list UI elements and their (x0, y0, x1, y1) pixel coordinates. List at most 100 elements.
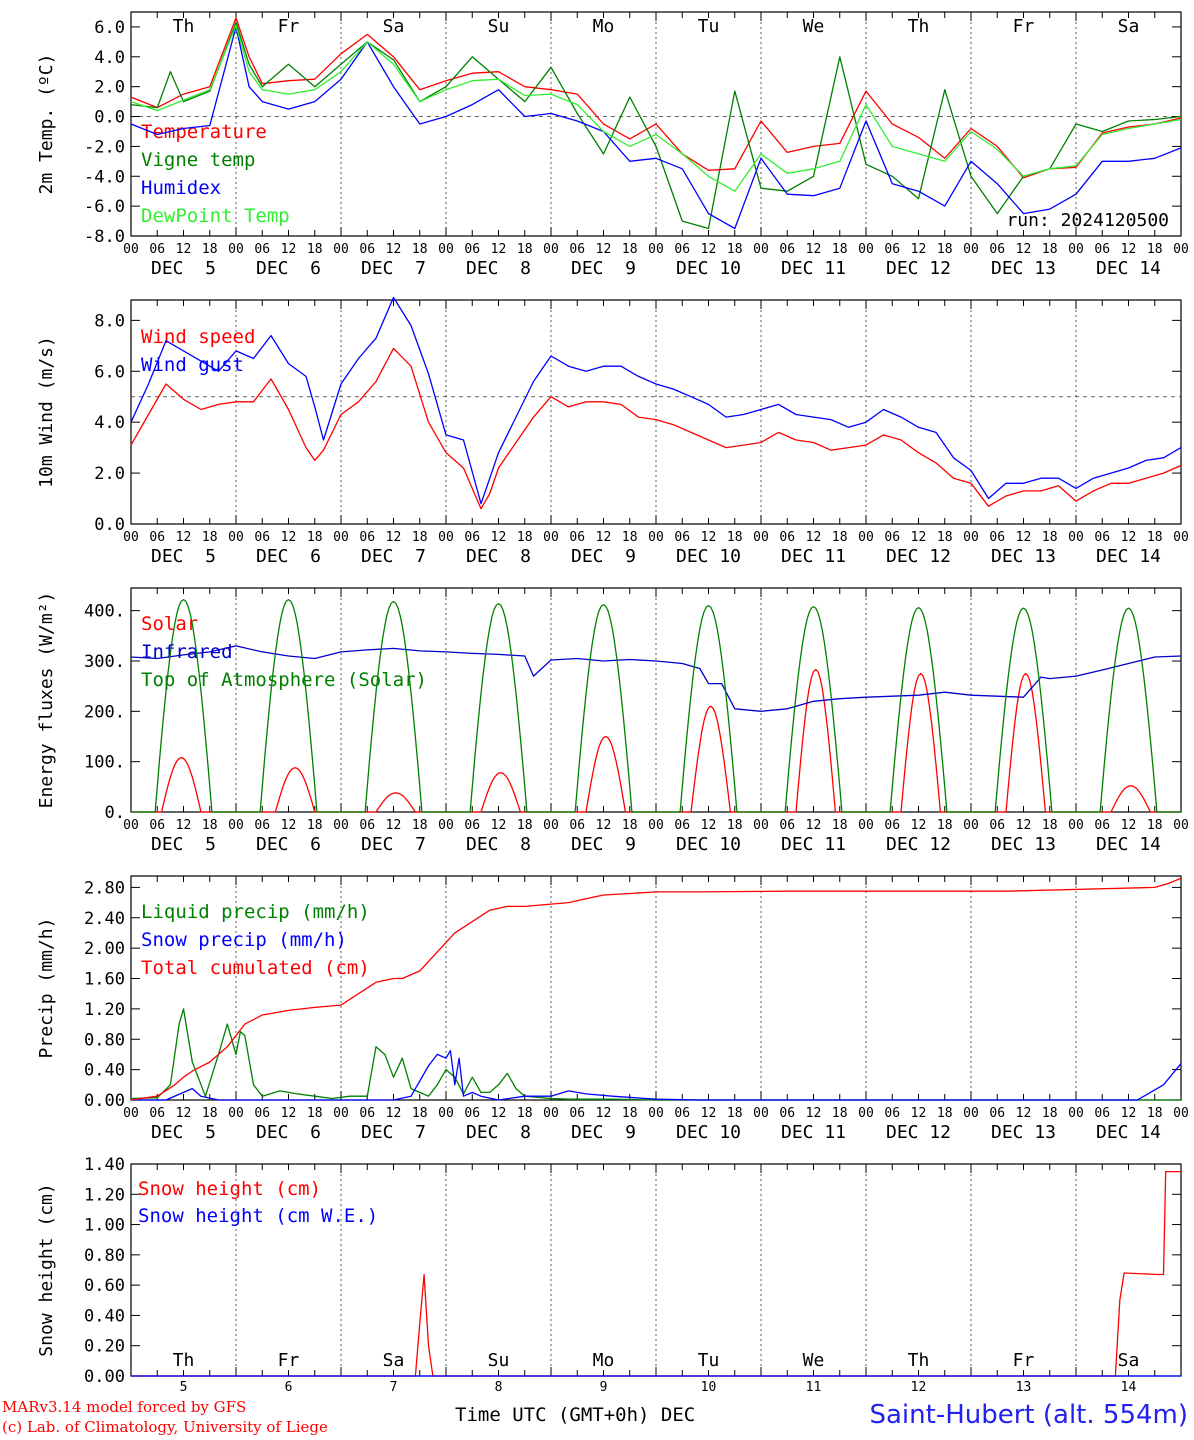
hour-tick-label: 06 (464, 1106, 480, 1121)
y-tick-label: 1.20 (84, 1000, 125, 1020)
hour-tick-label: 12 (1121, 1106, 1137, 1121)
date-label: DEC 9 (571, 834, 636, 855)
y-tick-label: -6.0 (84, 197, 125, 217)
day-name: Sa (383, 1350, 405, 1371)
date-label: DEC 13 (991, 258, 1056, 279)
hour-tick-label: 06 (569, 818, 585, 833)
hour-tick-label: 12 (806, 242, 822, 257)
y-tick-label: 0.40 (84, 1061, 125, 1081)
hour-tick-label: 06 (884, 818, 900, 833)
hour-tick-label: 12 (386, 242, 402, 257)
series-line (130, 877, 1182, 1101)
run-label: run: 2024120500 (1006, 210, 1169, 231)
hour-tick-label: 06 (674, 242, 690, 257)
date-label: DEC 8 (466, 258, 531, 279)
y-tick-label: 4.0 (94, 413, 125, 433)
hour-tick-label: 00 (123, 1106, 139, 1121)
hour-tick-label: 06 (884, 1106, 900, 1121)
hour-tick-label: 12 (1016, 242, 1032, 257)
y-tick-label: 6.0 (94, 18, 125, 38)
day-name: Tu (698, 1350, 720, 1371)
hour-tick-label: 00 (333, 242, 349, 257)
hour-tick-label: 12 (1121, 530, 1137, 545)
date-label: DEC 14 (1096, 1122, 1161, 1143)
legend-entry: Temperature (141, 121, 267, 143)
legend-entry: Liquid precip (mm/h) (141, 901, 370, 923)
day-name: Mo (593, 1350, 615, 1371)
date-label: DEC 14 (1096, 546, 1161, 567)
day-name: Su (488, 16, 510, 37)
y-tick-label: 0. (105, 803, 125, 823)
legend-entry: Wind speed (141, 326, 255, 348)
hour-tick-label: 00 (123, 242, 139, 257)
date-label: DEC 12 (886, 546, 951, 567)
series-line (130, 26, 1182, 230)
y-tick-label: 0.0 (94, 515, 125, 535)
y-axis-label: 10m Wind (m/s) (36, 336, 57, 488)
hour-tick-label: 06 (884, 530, 900, 545)
hour-tick-label: 00 (648, 818, 664, 833)
hour-tick-label: 06 (569, 242, 585, 257)
hour-tick-label: 12 (911, 818, 927, 833)
y-tick-label: 2.80 (84, 878, 125, 898)
date-label: DEC 10 (676, 834, 741, 855)
y-tick-label: 0.00 (84, 1367, 125, 1387)
date-label: DEC 6 (256, 1122, 321, 1143)
hour-tick-label: 18 (937, 818, 953, 833)
series-line (130, 24, 1182, 192)
y-tick-label: -4.0 (84, 167, 125, 187)
hour-tick-label: 00 (123, 818, 139, 833)
legend-entry: Solar (141, 613, 198, 635)
day-number: 7 (390, 1380, 398, 1395)
hour-tick-label: 12 (1016, 1106, 1032, 1121)
date-label: DEC 13 (991, 546, 1056, 567)
hour-tick-label: 00 (1173, 1106, 1189, 1121)
hour-tick-label: 18 (1147, 1106, 1163, 1121)
y-tick-label: 4.0 (94, 48, 125, 68)
hour-tick-label: 18 (622, 530, 638, 545)
legend-entry: DewPoint Temp (141, 205, 290, 227)
hour-tick-label: 18 (1042, 1106, 1058, 1121)
hour-tick-label: 18 (622, 242, 638, 257)
hour-tick-label: 06 (569, 530, 585, 545)
y-tick-label: 1.40 (84, 1155, 125, 1175)
hour-tick-label: 12 (701, 818, 717, 833)
hour-tick-label: 06 (989, 1106, 1005, 1121)
y-axis-label: Energy fluxes (W/m²) (36, 592, 57, 809)
date-label: DEC 5 (151, 258, 216, 279)
day-name: Sa (383, 16, 405, 37)
y-tick-label: 2.0 (94, 464, 125, 484)
y-tick-label: 200. (84, 702, 125, 722)
hour-tick-label: 12 (386, 530, 402, 545)
hour-tick-label: 06 (464, 242, 480, 257)
date-label: DEC 8 (466, 1122, 531, 1143)
hour-tick-label: 06 (989, 242, 1005, 257)
hour-tick-label: 06 (464, 530, 480, 545)
legend-entry: Snow height (cm W.E.) (138, 1205, 378, 1227)
y-tick-label: 1.00 (84, 1216, 125, 1236)
hour-tick-label: 12 (701, 530, 717, 545)
hour-tick-label: 18 (1147, 242, 1163, 257)
day-name: Th (173, 16, 195, 37)
hour-tick-label: 00 (228, 530, 244, 545)
hour-tick-label: 06 (254, 818, 270, 833)
hour-tick-label: 12 (176, 818, 192, 833)
hour-tick-label: 12 (911, 1106, 927, 1121)
hour-tick-label: 18 (202, 1106, 218, 1121)
hour-tick-label: 00 (1068, 1106, 1084, 1121)
hour-tick-label: 06 (254, 242, 270, 257)
y-tick-label: 2.00 (84, 939, 125, 959)
y-tick-label: 6.0 (94, 362, 125, 382)
date-label: DEC 11 (781, 546, 846, 567)
y-tick-label: 0.20 (84, 1337, 125, 1357)
date-label: DEC 10 (676, 546, 741, 567)
hour-tick-label: 00 (648, 242, 664, 257)
day-number: 12 (911, 1380, 927, 1395)
date-label: DEC 12 (886, 834, 951, 855)
hour-tick-label: 00 (333, 530, 349, 545)
hour-tick-label: 00 (1068, 242, 1084, 257)
date-label: DEC 9 (571, 546, 636, 567)
hour-tick-label: 18 (622, 1106, 638, 1121)
hour-tick-label: 18 (412, 818, 428, 833)
y-axis-label: 2m Temp. (ºC) (36, 54, 57, 195)
